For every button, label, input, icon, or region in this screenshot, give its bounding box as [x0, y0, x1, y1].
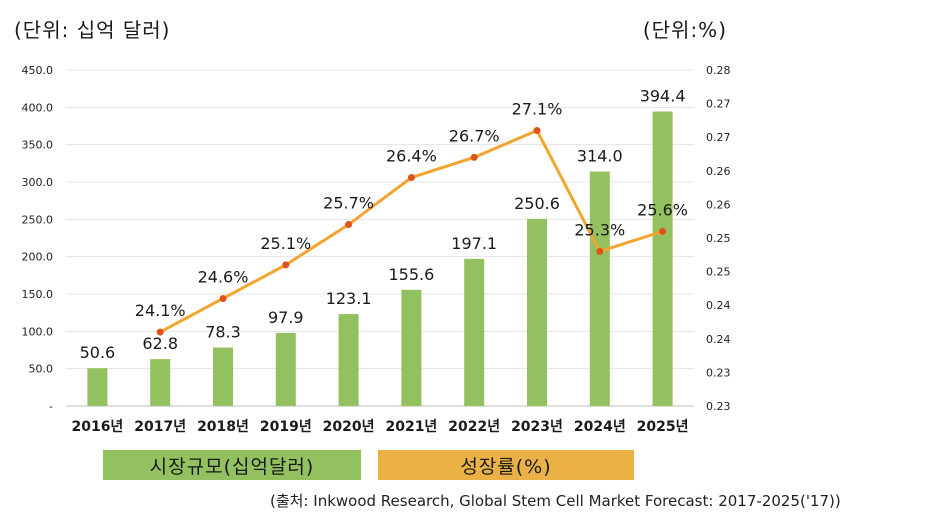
- left-tick-label: 50.0: [29, 363, 54, 376]
- right-tick-label: 0.24: [706, 299, 731, 312]
- right-tick-label: 0.25: [706, 266, 731, 279]
- line-value-label: 25.7%: [323, 194, 374, 213]
- left-tick-label: -: [49, 400, 53, 413]
- line-value-label: 27.1%: [512, 99, 563, 118]
- bar: [589, 171, 610, 406]
- bar-value-label: 197.1: [451, 234, 497, 253]
- bar-value-label: 394.4: [640, 87, 686, 106]
- category-label: 2016년: [71, 419, 123, 435]
- bar: [87, 368, 108, 406]
- line-point: [659, 227, 667, 235]
- line-point: [219, 294, 227, 302]
- right-tick-label: 0.24: [706, 333, 731, 346]
- left-axis-unit: (단위: 십억 달러): [14, 18, 171, 42]
- category-label: 2019년: [260, 419, 312, 435]
- bar-value-label: 50.6: [80, 343, 116, 362]
- right-tick-label: 0.28: [706, 64, 731, 77]
- line-point: [156, 328, 164, 336]
- category-label: 2020년: [323, 419, 375, 435]
- line-point: [407, 174, 415, 182]
- line-series: [156, 126, 667, 336]
- bar: [150, 359, 171, 406]
- bar-value-label: 97.9: [268, 308, 304, 327]
- line-point: [345, 221, 353, 229]
- right-tick-label: 0.23: [706, 400, 731, 413]
- left-tick-label: 100.0: [22, 325, 54, 338]
- left-tick-label: 150.0: [22, 288, 54, 301]
- bar: [652, 111, 673, 407]
- bar: [401, 289, 422, 406]
- left-tick-label: 250.0: [22, 213, 54, 226]
- bar: [213, 347, 233, 406]
- line-value-label: 26.7%: [449, 126, 500, 145]
- bar: [527, 218, 547, 406]
- category-label: 2022년: [448, 419, 500, 435]
- category-label: 2021년: [385, 419, 437, 435]
- right-axis-ticks: 0.23 0.23 0.24 0.24 0.25 0.25 0.26 0.26 0.27 0.27…: [706, 64, 731, 413]
- category-label: 2017년: [134, 419, 186, 435]
- bar-value-label: 62.8: [142, 334, 178, 353]
- right-tick-label: 0.26: [706, 165, 731, 178]
- bar: [275, 332, 296, 406]
- source-citation: (출처: Inkwood Research, Global Stem Cell …: [270, 492, 841, 510]
- right-tick-label: 0.27: [706, 98, 731, 111]
- left-axis-ticks: - 50.0 100.0 150.0 200.0 250.0 300.0 350.0 400.0…: [22, 64, 54, 413]
- line-point: [533, 126, 541, 134]
- legend-market-size: 시장규모(십억달러): [103, 450, 361, 480]
- left-tick-label: 300.0: [22, 176, 54, 189]
- line-value-label: 26.4%: [386, 147, 437, 166]
- right-tick-label: 0.26: [706, 198, 731, 211]
- bar-value-label: 78.3: [205, 323, 241, 342]
- legend-growth-rate: 성장률(%): [378, 450, 634, 480]
- gridlines: [66, 69, 694, 407]
- right-axis-unit: (단위:%): [642, 18, 727, 42]
- right-tick-label: 0.25: [706, 232, 731, 245]
- left-tick-label: 400.0: [22, 101, 54, 114]
- line-value-label: 24.1%: [135, 301, 186, 320]
- left-tick-label: 450.0: [22, 64, 54, 77]
- line-value-label: 25.3%: [574, 220, 625, 239]
- category-label: 2024년: [574, 419, 626, 435]
- line-point: [596, 247, 604, 255]
- left-tick-label: 350.0: [22, 139, 54, 152]
- left-tick-label: 200.0: [22, 251, 54, 264]
- right-tick-label: 0.27: [706, 131, 731, 144]
- bar: [338, 314, 359, 406]
- category-axis-labels: 2016년 2017년 2018년 2019년 2020년 2021년 2022년 2023년…: [71, 419, 688, 435]
- bar-series: [87, 111, 673, 407]
- line-value-label: 24.6%: [198, 267, 249, 286]
- line-point: [470, 153, 478, 161]
- line-value-label: 25.6%: [637, 200, 688, 219]
- right-tick-label: 0.23: [706, 366, 731, 379]
- bar-value-label: 123.1: [326, 289, 372, 308]
- bar-data-labels: 50.6 62.8 78.3 97.9 123.1 155.6 197.1 250.6 314.…: [80, 87, 686, 363]
- category-label: 2025년: [637, 419, 689, 435]
- line-value-label: 25.1%: [260, 234, 311, 253]
- line-data-labels: 24.1% 24.6% 25.1% 25.7% 26.4% 26.7% 27.1% 25.3%…: [135, 99, 688, 320]
- category-label: 2023년: [511, 419, 563, 435]
- bar: [464, 258, 485, 406]
- bar-value-label: 155.6: [388, 265, 434, 284]
- combo-chart: - 50.0 100.0 150.0 200.0 250.0 300.0 350.0 400.0…: [22, 64, 731, 435]
- line-point: [282, 261, 290, 269]
- bar-value-label: 250.6: [514, 194, 560, 213]
- category-label: 2018년: [197, 419, 249, 435]
- bar-value-label: 314.0: [577, 147, 623, 166]
